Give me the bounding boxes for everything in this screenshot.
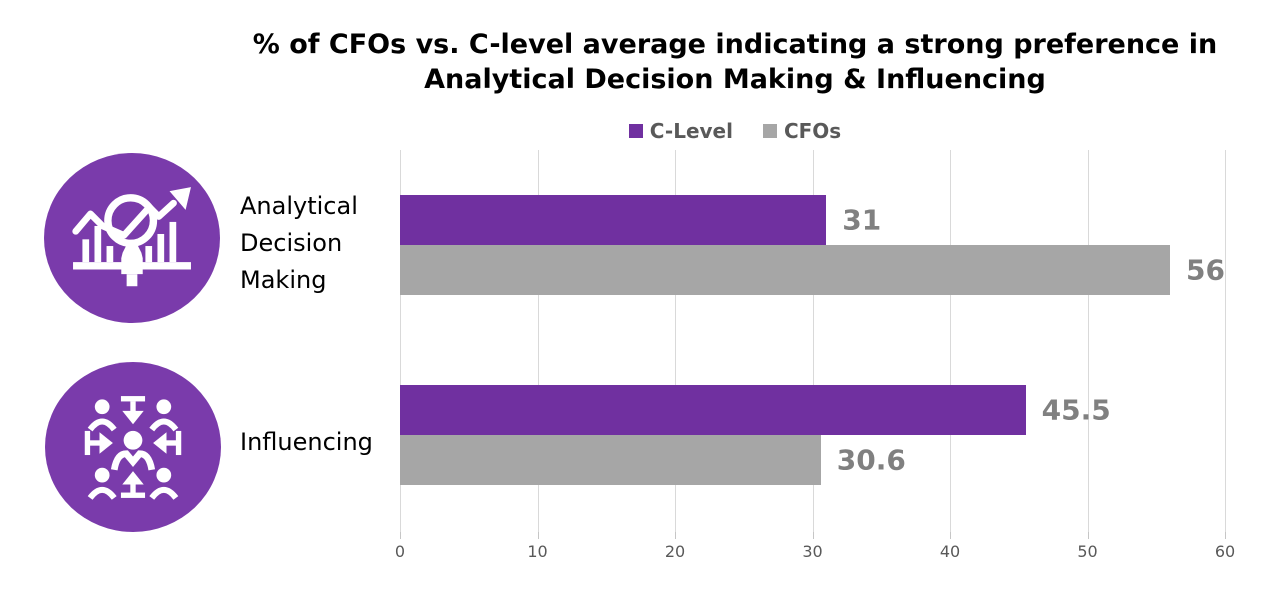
bar-c-level (400, 385, 1026, 435)
axis-tick (950, 532, 951, 539)
axis-tick (537, 532, 539, 539)
bar-cfos (400, 435, 821, 485)
influencing-glyph (84, 396, 182, 500)
x-tick-label: 40 (939, 542, 961, 561)
legend: C-Level CFOs (190, 119, 1280, 143)
axis-tick (1225, 532, 1226, 539)
value-label-cfos: 56 (1186, 253, 1225, 287)
gridline (1087, 150, 1089, 532)
x-tick-label: 60 (1214, 542, 1236, 561)
x-tick-label: 10 (527, 542, 548, 561)
legend-swatch-c-level (628, 124, 643, 138)
x-tick-label: 30 (802, 542, 823, 561)
gridline (400, 150, 401, 532)
axis-tick (1087, 532, 1089, 539)
legend-label-c-level: C-Level (649, 119, 733, 143)
legend-label-cfos: CFOs (783, 119, 842, 143)
value-label-cfos: 30.6 (836, 443, 906, 477)
x-tick-label: 50 (1077, 542, 1098, 561)
analytics-glyph (72, 187, 191, 287)
analytics-magnifier-icon (44, 153, 220, 323)
axis-tick (812, 532, 814, 539)
gridline (812, 150, 814, 532)
gridline (1225, 150, 1226, 532)
chart-title-line1: % of CFOs vs. C-level average indicating… (252, 29, 1218, 60)
bar-cfos (400, 245, 1170, 295)
influencing-people-icon (45, 362, 221, 532)
axis-tick (675, 532, 676, 539)
x-tick-label: 20 (664, 542, 686, 561)
chart-title: % of CFOs vs. C-level average indicating… (190, 27, 1280, 97)
plot-area: 0 10 20 30 40 50 60 31 56 45.5 30.6 (395, 150, 1235, 561)
value-label-c-level: 45.5 (1041, 393, 1111, 427)
gridline (537, 150, 539, 532)
category-label-influencing: Influencing (240, 428, 373, 456)
legend-swatch-cfos (762, 124, 777, 138)
chart-title-line2: Analytical Decision Making & Influencing (424, 64, 1046, 95)
legend-item-cfos: CFOs (762, 119, 842, 143)
category-label-analytical-decision-making: Analytical Decision Making (240, 192, 358, 294)
x-tick-label: 0 (394, 542, 406, 561)
bar-c-level (400, 195, 827, 245)
legend-item-c-level: C-Level (628, 119, 733, 143)
axis-tick (400, 532, 401, 539)
value-label-c-level: 31 (842, 203, 882, 237)
gridline (675, 150, 676, 532)
gridline (950, 150, 951, 532)
